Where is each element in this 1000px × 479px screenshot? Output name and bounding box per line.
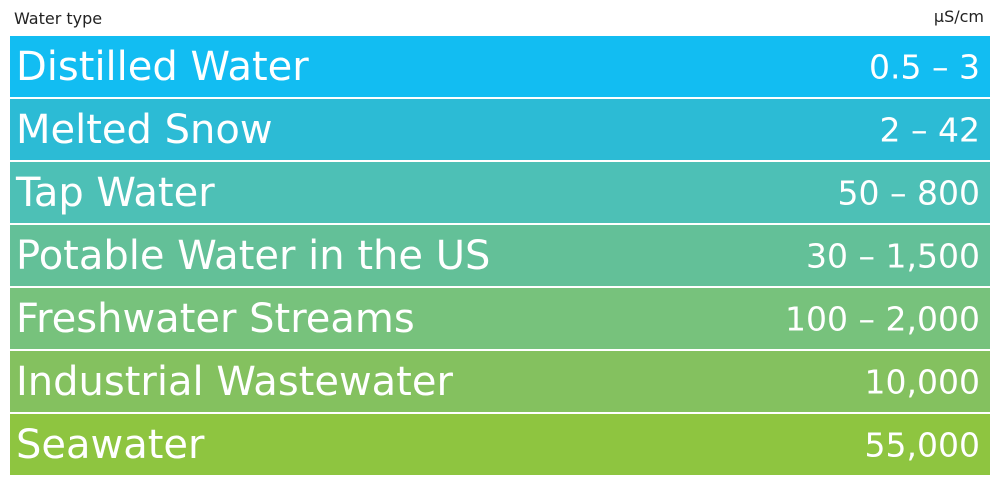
row-label: Seawater	[16, 421, 205, 468]
row-value: 50 – 800	[837, 173, 980, 212]
row-value: 0.5 – 3	[869, 47, 980, 86]
row-label: Tap Water	[16, 169, 215, 216]
table-row-freshwater-streams: Freshwater Streams 100 – 2,000	[10, 288, 990, 349]
table-row-distilled-water: Distilled Water 0.5 – 3	[10, 36, 990, 97]
row-value: 10,000	[864, 362, 980, 401]
table-row-potable-water-us: Potable Water in the US 30 – 1,500	[10, 225, 990, 286]
table-row-seawater: Seawater 55,000	[10, 414, 990, 475]
table-row-industrial-wastewater: Industrial Wastewater 10,000	[10, 351, 990, 412]
conductivity-table: Distilled Water 0.5 – 3 Melted Snow 2 – …	[10, 36, 990, 477]
row-value: 2 – 42	[879, 110, 980, 149]
row-value: 100 – 2,000	[785, 299, 980, 338]
row-label: Freshwater Streams	[16, 295, 415, 342]
row-value: 30 – 1,500	[806, 236, 980, 275]
row-label: Industrial Wastewater	[16, 358, 453, 405]
table-row-tap-water: Tap Water 50 – 800	[10, 162, 990, 223]
table-header: Water type µS/cm	[0, 0, 1000, 36]
row-label: Potable Water in the US	[16, 232, 491, 279]
row-value: 55,000	[864, 425, 980, 464]
row-label: Melted Snow	[16, 106, 273, 153]
water-type-column-header: Water type	[14, 9, 103, 28]
table-row-melted-snow: Melted Snow 2 – 42	[10, 99, 990, 160]
unit-column-header: µS/cm	[933, 7, 984, 26]
row-label: Distilled Water	[16, 43, 309, 90]
